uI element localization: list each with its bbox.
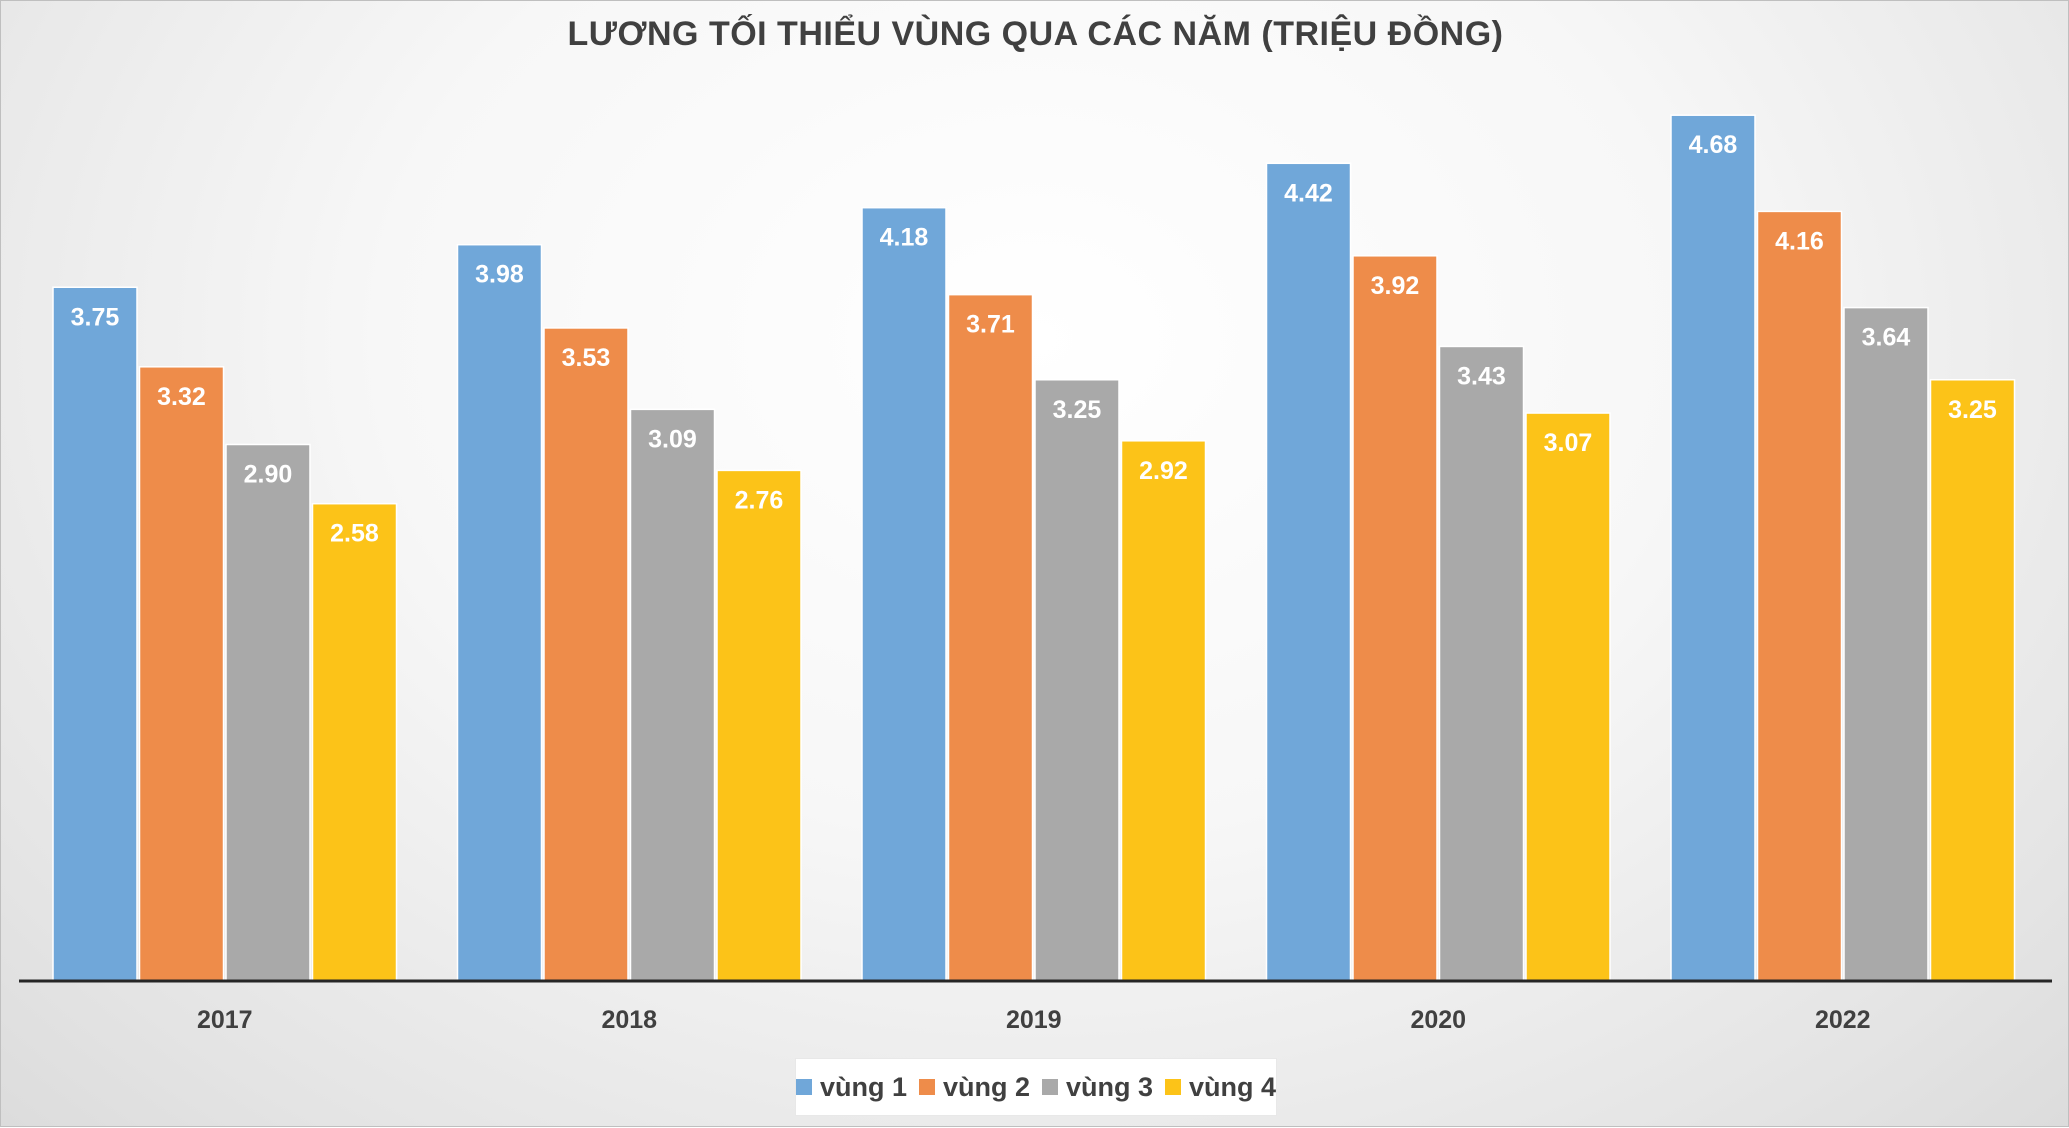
data-label-2022-series-4: 3.25 xyxy=(1948,396,1997,424)
bar-2017-series-3 xyxy=(225,443,311,982)
bar-2019-series-3 xyxy=(1034,379,1120,982)
x-tick-label-2017: 2017 xyxy=(197,1006,253,1034)
bar-2020-series-4 xyxy=(1525,412,1611,982)
x-tick-label-2018: 2018 xyxy=(601,1006,657,1034)
bar-2018-series-1 xyxy=(456,243,543,982)
bar-2022-series-2 xyxy=(1756,210,1843,982)
bar-2019-series-1 xyxy=(861,206,947,982)
legend-swatch-series-2 xyxy=(919,1079,935,1095)
x-tick-label-2020: 2020 xyxy=(1410,1006,1466,1034)
x-tick-label-2022: 2022 xyxy=(1815,1006,1871,1034)
data-label-2017-series-1: 3.75 xyxy=(71,303,120,331)
chart-title: LƯƠNG TỐI THIỂU VÙNG QUA CÁC NĂM (TRIỆU … xyxy=(567,15,1504,53)
bar-2019-series-4 xyxy=(1120,440,1207,982)
legend-label-series-2: vùng 2 xyxy=(943,1071,1031,1102)
data-label-2019-series-4: 2.92 xyxy=(1139,457,1188,485)
data-label-2017-series-4: 2.58 xyxy=(330,520,379,548)
legend-item-series-3: vùng 3 xyxy=(1042,1072,1153,1103)
data-label-2020-series-3: 3.43 xyxy=(1457,362,1506,390)
legend-item-series-2: vùng 2 xyxy=(919,1072,1030,1103)
data-label-2019-series-1: 4.18 xyxy=(880,224,929,252)
data-label-2019-series-2: 3.71 xyxy=(966,311,1015,339)
bar-2017-series-4 xyxy=(311,502,398,982)
legend-item-series-4: vùng 4 xyxy=(1165,1072,1276,1103)
data-label-2020-series-2: 3.92 xyxy=(1371,272,1420,300)
data-label-2018-series-1: 3.98 xyxy=(475,261,524,289)
bar-2018-series-3 xyxy=(629,408,716,982)
bar-2020-series-1 xyxy=(1265,162,1352,982)
data-labels-layer: 3.75 3.32 2.90 2.58 3.98 3.53 3.09 2.76 4.18 3.71… xyxy=(71,131,1997,548)
bar-2022-series-4 xyxy=(1929,379,2016,982)
bar-2018-series-2 xyxy=(543,327,629,982)
legend-item-series-1: vùng 1 xyxy=(796,1072,907,1103)
data-label-2018-series-4: 2.76 xyxy=(735,486,784,514)
legend-label-series-4: vùng 4 xyxy=(1189,1071,1277,1102)
data-label-2022-series-1: 4.68 xyxy=(1689,131,1738,159)
legend-swatch-series-3 xyxy=(1042,1079,1058,1095)
x-tick-labels-layer: 2017 2018 2019 2020 2022 xyxy=(197,1006,1871,1034)
bar-2022-series-3 xyxy=(1843,306,1929,982)
data-label-2018-series-2: 3.53 xyxy=(562,344,611,372)
data-label-2018-series-3: 3.09 xyxy=(648,425,697,453)
bar-2020-series-2 xyxy=(1352,255,1438,982)
bar-2020-series-3 xyxy=(1438,345,1525,982)
data-label-2020-series-4: 3.07 xyxy=(1544,429,1593,457)
bar-2017-series-1 xyxy=(52,286,138,982)
bars-layer xyxy=(52,114,2016,982)
bar-2019-series-2 xyxy=(947,293,1034,982)
x-tick-label-2019: 2019 xyxy=(1006,1006,1062,1034)
data-label-2019-series-3: 3.25 xyxy=(1053,396,1102,424)
bar-2022-series-1 xyxy=(1670,114,1756,982)
data-label-2022-series-2: 4.16 xyxy=(1775,227,1824,255)
data-label-2017-series-2: 3.32 xyxy=(157,383,206,411)
legend-swatch-series-1 xyxy=(796,1079,812,1095)
legend-label-series-3: vùng 3 xyxy=(1066,1071,1154,1102)
bar-2018-series-4 xyxy=(716,469,802,982)
bar-2017-series-2 xyxy=(138,366,225,982)
legend-label-series-1: vùng 1 xyxy=(820,1071,908,1102)
legend: vùng 1 vùng 2 vùng 3 vùng 4 xyxy=(795,1058,1277,1116)
data-label-2017-series-3: 2.90 xyxy=(244,461,293,489)
data-label-2020-series-1: 4.42 xyxy=(1284,179,1333,207)
legend-swatch-series-4 xyxy=(1165,1079,1181,1095)
data-label-2022-series-3: 3.64 xyxy=(1862,324,1911,352)
